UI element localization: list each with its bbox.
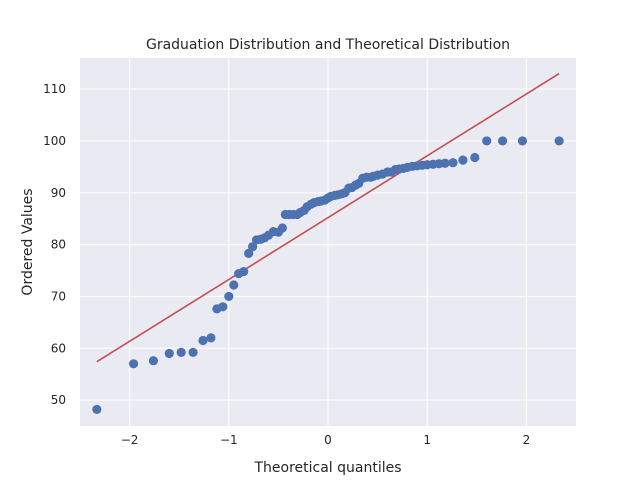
data-point bbox=[458, 155, 468, 165]
data-point bbox=[517, 136, 528, 146]
y-tick-label: 70 bbox=[51, 289, 66, 303]
y-tick-label: 110 bbox=[43, 82, 66, 96]
y-axis-label: Ordered Values bbox=[20, 188, 36, 295]
data-point bbox=[470, 152, 480, 163]
x-tick-label: −2 bbox=[121, 433, 139, 447]
y-tick-label: 60 bbox=[51, 341, 66, 355]
data-point bbox=[224, 291, 234, 302]
chart-title: Graduation Distribution and Theoretical … bbox=[146, 37, 510, 53]
y-tick-label: 100 bbox=[43, 134, 66, 148]
data-point bbox=[128, 359, 139, 369]
data-point bbox=[206, 333, 216, 343]
data-point bbox=[277, 223, 287, 233]
data-point bbox=[188, 347, 198, 357]
fit-line-layer bbox=[96, 72, 560, 363]
data-point bbox=[244, 248, 254, 259]
data-point bbox=[176, 347, 186, 357]
data-point bbox=[448, 158, 458, 168]
data-point bbox=[164, 348, 174, 359]
x-tick-label: −1 bbox=[220, 433, 238, 447]
fit-line bbox=[96, 72, 560, 363]
data-point bbox=[239, 266, 249, 277]
y-tick-labels: 50 60 70 80 90 100 110 bbox=[43, 82, 66, 407]
data-point bbox=[92, 404, 102, 415]
x-tick-label: 1 bbox=[423, 433, 431, 447]
data-point bbox=[248, 242, 258, 252]
x-tick-labels: −2 −1 0 1 2 bbox=[121, 433, 530, 447]
y-tick-label: 90 bbox=[51, 186, 66, 200]
data-point bbox=[482, 136, 492, 146]
y-tick-label: 50 bbox=[51, 393, 66, 407]
x-tick-label: 0 bbox=[324, 433, 332, 447]
data-point bbox=[440, 158, 450, 168]
data-point bbox=[148, 356, 159, 366]
grid-lines bbox=[80, 58, 576, 426]
data-point bbox=[229, 280, 239, 290]
x-axis-label: Theoretical quantiles bbox=[253, 460, 401, 476]
y-tick-label: 80 bbox=[51, 238, 66, 252]
x-tick-label: 2 bbox=[523, 433, 531, 447]
data-points bbox=[92, 136, 564, 415]
data-point bbox=[198, 335, 208, 346]
data-point bbox=[218, 302, 228, 312]
data-point bbox=[497, 136, 508, 146]
data-point bbox=[554, 136, 564, 146]
